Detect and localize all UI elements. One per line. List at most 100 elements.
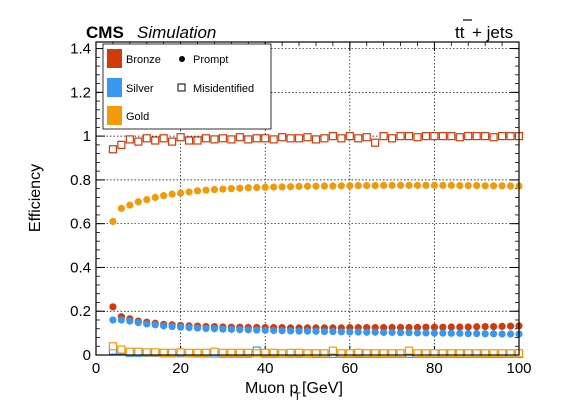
point-bronze-misidentified (438, 132, 447, 141)
point-silver-prompt (447, 329, 455, 337)
point-gold-misidentified (269, 348, 278, 357)
point-bronze-misidentified (252, 134, 261, 143)
point-gold-misidentified (151, 348, 160, 357)
point-silver-prompt (295, 327, 303, 335)
legend-box (102, 43, 272, 130)
point-bronze-misidentified (497, 132, 507, 141)
point-gold-prompt (202, 186, 210, 194)
point-gold-misidentified (193, 348, 202, 357)
point-bronze-misidentified (320, 134, 329, 143)
point-gold-prompt (320, 182, 329, 190)
point-silver-prompt (193, 324, 202, 332)
point-gold-prompt (464, 181, 472, 190)
point-gold-misidentified (362, 349, 371, 358)
point-gold-misidentified (438, 349, 447, 358)
point-gold-prompt (278, 183, 286, 191)
point-gold-misidentified (117, 345, 126, 354)
point-silver-prompt (160, 322, 168, 330)
point-gold-prompt (405, 181, 413, 189)
point-gold-misidentified (413, 349, 422, 358)
legend: Bronze Prompt Silver Misidentified Gold (102, 43, 272, 130)
point-silver-prompt (109, 316, 117, 324)
process-jets: + jets (472, 23, 513, 42)
point-bronze-prompt (506, 322, 515, 330)
point-bronze-misidentified (227, 135, 236, 144)
point-gold-prompt (270, 183, 278, 191)
point-bronze-misidentified (481, 132, 490, 141)
point-silver-prompt (286, 327, 295, 335)
point-bronze-prompt (413, 323, 422, 332)
point-bronze-misidentified (421, 132, 431, 141)
point-gold-misidentified (201, 348, 211, 357)
point-silver-prompt (380, 328, 388, 337)
point-silver-prompt (219, 325, 227, 333)
point-silver-prompt (396, 329, 405, 337)
point-silver-prompt (388, 328, 396, 337)
point-gold-prompt (413, 181, 422, 189)
point-bronze-prompt (447, 323, 455, 331)
point-silver-prompt (363, 328, 371, 336)
point-gold-misidentified (218, 348, 227, 357)
point-gold-misidentified (235, 348, 244, 357)
point-bronze-misidentified (261, 134, 270, 143)
point-bronze-prompt (456, 323, 464, 331)
point-gold-prompt (168, 190, 176, 198)
legend-marker-misid (177, 83, 186, 92)
legend-label-prompt: Prompt (193, 54, 228, 66)
point-gold-misidentified (184, 348, 194, 357)
point-silver-prompt (236, 326, 244, 334)
point-bronze-prompt (481, 322, 489, 331)
point-bronze-misidentified (193, 136, 202, 145)
point-silver-prompt (490, 330, 498, 338)
point-gold-misidentified (328, 346, 337, 355)
x-tick-label: 100 (506, 360, 531, 377)
point-gold-prompt (244, 184, 252, 192)
point-gold-prompt (253, 183, 261, 192)
point-silver-prompt (261, 326, 269, 334)
point-bronze-misidentified (464, 132, 473, 141)
point-silver-prompt (168, 322, 176, 331)
point-silver-prompt (506, 330, 515, 338)
legend-label-bronze: Bronze (126, 54, 161, 66)
point-gold-prompt (286, 183, 295, 191)
point-gold-misidentified (472, 349, 481, 358)
point-gold-misidentified (294, 348, 304, 357)
process-tt: tt (455, 23, 465, 42)
point-bronze-misidentified (235, 133, 244, 142)
point-gold-prompt (126, 201, 134, 209)
point-gold-prompt (295, 182, 303, 191)
legend-label-silver: Silver (126, 83, 154, 95)
point-gold-misidentified (134, 347, 143, 356)
point-silver-prompt (270, 326, 278, 335)
point-bronze-prompt (405, 323, 413, 332)
point-bronze-misidentified (125, 135, 134, 144)
y-tick-label: 0 (83, 347, 91, 364)
point-silver-prompt (430, 329, 438, 337)
point-gold-misidentified (108, 342, 118, 351)
point-gold-misidentified (261, 348, 270, 357)
point-silver-prompt (185, 324, 193, 332)
point-gold-prompt (363, 181, 371, 190)
point-gold-prompt (456, 181, 464, 190)
point-gold-prompt (117, 204, 125, 212)
point-silver-prompt (253, 326, 261, 334)
point-bronze-misidentified (455, 133, 464, 142)
point-bronze-misidentified (176, 133, 185, 142)
point-bronze-misidentified (472, 132, 481, 141)
process-label: tt + jets (455, 19, 513, 42)
point-silver-prompt (354, 328, 362, 336)
point-silver-prompt (405, 329, 413, 337)
point-silver-prompt (210, 325, 219, 333)
point-gold-misidentified (303, 349, 312, 358)
x-tick-label: 20 (172, 360, 189, 377)
y-tick-label: 0.4 (70, 259, 91, 276)
point-bronze-prompt (396, 323, 405, 332)
legend-swatch-silver (107, 78, 122, 97)
point-gold-misidentified (125, 347, 134, 356)
point-bronze-misidentified (218, 134, 227, 143)
point-gold-prompt (388, 181, 396, 189)
point-gold-prompt (219, 185, 227, 193)
simulation-label: Simulation (137, 23, 216, 42)
point-gold-prompt (422, 181, 430, 189)
point-silver-prompt (337, 328, 345, 336)
